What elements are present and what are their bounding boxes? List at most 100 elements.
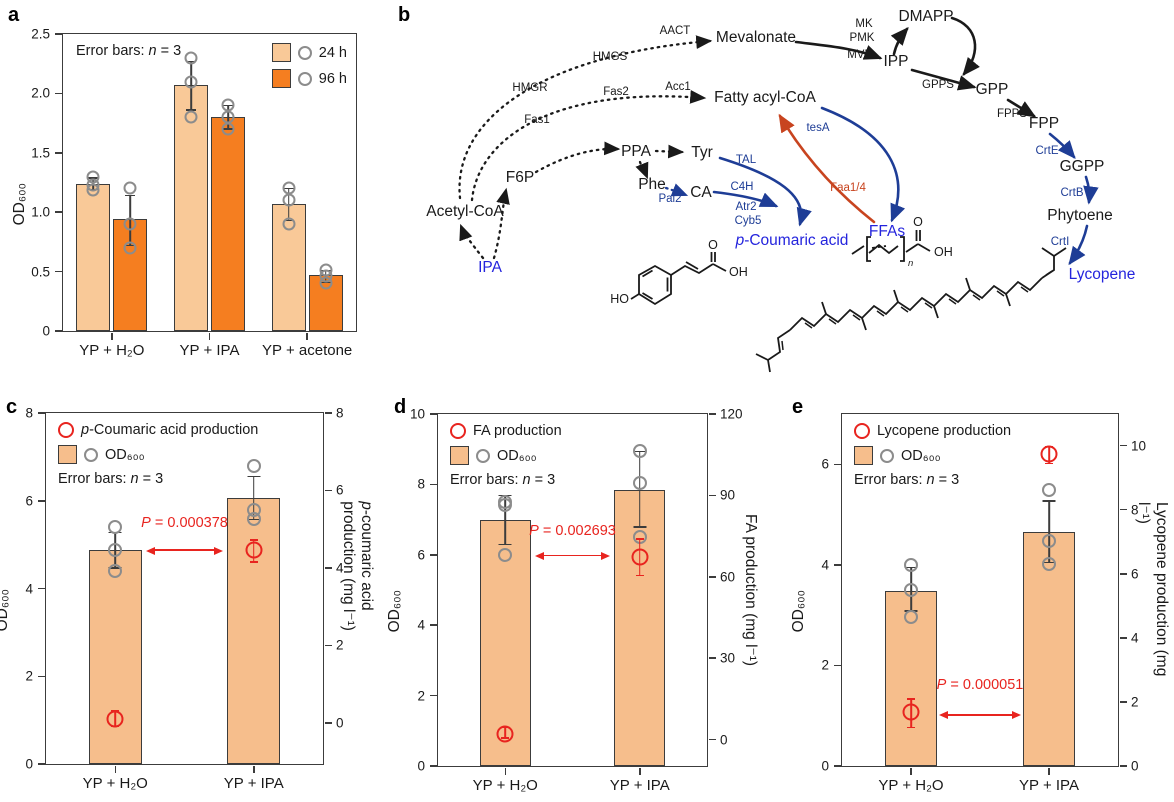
- legend-marker-circle: [880, 448, 894, 463]
- left-y-tick: [429, 624, 437, 626]
- error-bars-note: Error bars: n = 3: [76, 43, 182, 59]
- enzyme-aact: AACT: [660, 25, 691, 37]
- enzyme-crtb: CrtB: [1061, 187, 1084, 199]
- p-value-arrow: [152, 549, 217, 552]
- enzyme-mvd: MVD: [847, 49, 873, 61]
- node-ipp: IPP: [884, 53, 909, 70]
- right-y-tick-label: 2: [1131, 694, 1139, 710]
- right-y-tick: [708, 413, 716, 415]
- data-point: [86, 183, 100, 197]
- left-y-tick-label: 0: [821, 758, 829, 774]
- arrow-ipp-dmapp: [890, 27, 909, 56]
- left-y-tick-label: 2: [25, 668, 33, 684]
- node-p-coumaric-acid: p-Coumaric acid: [735, 232, 849, 249]
- arrow-acetylcoa-mevalonate: [458, 35, 713, 200]
- enzyme-crti: CrtI: [1051, 236, 1070, 248]
- right-y-tick-label: 10: [1131, 438, 1147, 454]
- data-point: [319, 276, 333, 290]
- x-tick: [910, 767, 912, 775]
- left-y-tick-label: 8: [417, 476, 425, 492]
- node-phe: Phe: [638, 176, 666, 193]
- arrow-ppa-phe: [635, 160, 649, 180]
- x-tick: [114, 765, 116, 773]
- label-o-pca: O: [708, 238, 718, 252]
- legend-swatch: [271, 43, 291, 62]
- x-tick: [1048, 767, 1050, 775]
- enzyme-fas1: Fas1: [524, 114, 550, 126]
- right-y-tick-label: 90: [720, 487, 736, 503]
- right-y-tick-label: 2: [336, 637, 344, 653]
- legend-marker-circle: [84, 447, 98, 462]
- legend-note: Error bars: n = 3: [854, 472, 1011, 488]
- left-y-tick: [54, 330, 62, 332]
- left-y-tick: [54, 270, 62, 273]
- p-value-arrow: [541, 554, 604, 557]
- left-y-tick-label: 1.0: [31, 204, 50, 220]
- y-axis-label: OD₆₀₀: [386, 590, 403, 633]
- legend-item-production: Lycopene production: [854, 423, 1011, 439]
- right-axis-label: FA production (mg l⁻¹): [742, 513, 759, 667]
- node-lycopene: Lycopene: [1069, 266, 1136, 283]
- arrow-ipa-f6p: [492, 187, 510, 260]
- data-point: [108, 520, 123, 535]
- enzyme-fas2: Fas2: [603, 86, 629, 98]
- label-oh-ffa: OH: [934, 245, 953, 259]
- data-point: [245, 541, 263, 559]
- right-y-tick-label: 6: [1131, 566, 1139, 582]
- panel-e-label: e: [792, 396, 804, 418]
- p-value-arrow: [945, 713, 1015, 716]
- node-ca: CA: [690, 184, 712, 201]
- arrow-ppa-tyr: [654, 144, 685, 159]
- right-y-tick-label: 0: [1131, 758, 1139, 774]
- arrow-gpp-fpp: [1006, 98, 1037, 118]
- legend-item-od: OD₆₀₀: [450, 446, 562, 465]
- right-y-tick-label: 60: [720, 569, 736, 585]
- error-bar-cap: [186, 109, 197, 111]
- data-point: [902, 703, 920, 721]
- left-y-tick: [37, 675, 45, 677]
- x-tick: [253, 765, 255, 773]
- left-y-tick-label: 1.5: [31, 145, 50, 161]
- legend: p-Coumaric acid production OD₆₀₀ Error bar…: [58, 422, 258, 487]
- left-y-tick: [54, 211, 62, 213]
- left-y-tick: [833, 664, 841, 667]
- node-fpp: FPP: [1029, 115, 1059, 132]
- left-y-tick: [429, 483, 437, 486]
- data-point: [498, 547, 513, 562]
- data-point: [631, 548, 649, 566]
- x-tick: [306, 332, 308, 340]
- legend-item: 96 h: [271, 69, 347, 88]
- node-tyr: Tyr: [691, 144, 713, 161]
- right-y-tick: [324, 489, 332, 492]
- legend: 24 h 96 h: [271, 43, 347, 88]
- error-bar-cap: [635, 574, 644, 577]
- node-f6p: F6P: [506, 169, 534, 186]
- error-bar: [252, 476, 255, 520]
- right-y-tick-label: 8: [1131, 502, 1139, 518]
- arrow-acetylcoa-fattyacylcoa: [470, 90, 707, 202]
- left-y-tick-label: 2.0: [31, 85, 50, 101]
- x-tick: [639, 767, 641, 775]
- error-bar-cap: [633, 526, 647, 528]
- node-fatty-acyl-coa: Fatty acyl-CoA: [714, 89, 816, 106]
- right-y-tick-label: 4: [336, 560, 344, 576]
- left-y-tick-label: 0: [42, 323, 50, 339]
- legend-swatch: [271, 69, 291, 88]
- data-point: [221, 122, 235, 136]
- legend-swatch: [450, 446, 469, 465]
- arrow-f6p-ppa: [534, 141, 621, 174]
- right-y-tick: [1119, 508, 1127, 511]
- p-arrowhead-left: [534, 552, 544, 561]
- data-point: [108, 542, 123, 557]
- error-bar-cap: [1045, 462, 1053, 465]
- data-point: [496, 725, 514, 743]
- x-category-label: YP + IPA: [179, 342, 240, 359]
- error-bars-note: Error bars: n = 3: [58, 471, 164, 487]
- x-category-label: YP + H₂O: [878, 777, 944, 794]
- legend-marker-circle: [476, 448, 490, 463]
- error-bar-cap: [249, 561, 258, 563]
- arrow-dmapp-gpp: [950, 16, 980, 77]
- panel-c-plot: 0 2 4 6 8 0 2 4 6 8 OD₆₀₀ p-coumaric acid productio…: [0, 406, 375, 793]
- node-phytoene: Phytoene: [1047, 207, 1113, 224]
- enzyme-pmk: PMK: [850, 32, 875, 44]
